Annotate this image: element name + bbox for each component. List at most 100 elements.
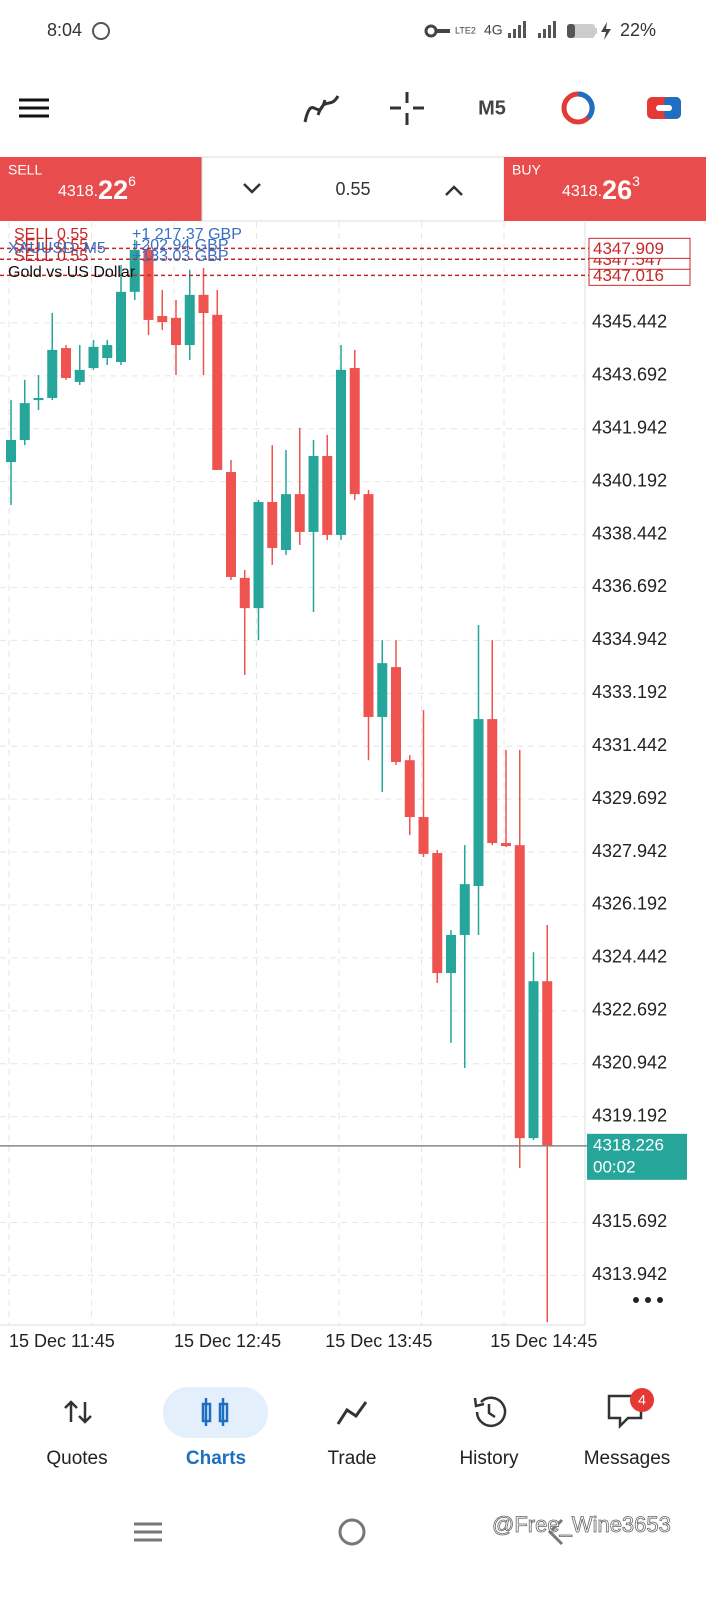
candle-body bbox=[33, 397, 44, 401]
candle-body bbox=[6, 439, 16, 463]
volte: LTE2 bbox=[455, 25, 476, 35]
candle-body bbox=[198, 294, 209, 314]
y-tick-label: 4333.192 bbox=[592, 682, 667, 702]
order-price: 4347.016 bbox=[593, 266, 664, 285]
nav-tab[interactable]: Trade bbox=[328, 1448, 377, 1469]
order-price: 4347.909 bbox=[593, 239, 664, 258]
chart[interactable]: 4345.442 4343.692 4341.942 4340.192 4338.442… bbox=[0, 222, 691, 1351]
candle-body bbox=[528, 981, 539, 1139]
candle-body bbox=[61, 348, 71, 379]
y-tick-label: 4331.442 bbox=[592, 735, 667, 755]
last-price: 4318.226 bbox=[593, 1135, 664, 1154]
candle-body bbox=[349, 368, 360, 495]
x-tick-label: 15 Dec 14:45 bbox=[490, 1331, 597, 1351]
y-tick-label: 4327.942 bbox=[592, 841, 667, 861]
chart-description: Gold vs US Dollar bbox=[8, 264, 136, 281]
candle-body bbox=[322, 456, 333, 535]
y-tick-label: 4336.692 bbox=[592, 576, 667, 596]
order-label: SELL 0.55 bbox=[14, 237, 88, 254]
sell-price: 4318.226 bbox=[58, 173, 136, 205]
x-tick-label: 15 Dec 12:45 bbox=[174, 1331, 281, 1351]
candle-body bbox=[102, 345, 113, 359]
facebook-icon bbox=[92, 22, 110, 40]
candle-body bbox=[446, 934, 456, 974]
crosshair-button[interactable] bbox=[390, 92, 424, 125]
y-tick-label: 4340.192 bbox=[592, 470, 667, 490]
nav-tab[interactable]: Quotes bbox=[46, 1448, 107, 1469]
timeframe-button[interactable]: M5 bbox=[478, 97, 506, 119]
trade-button[interactable] bbox=[647, 97, 681, 119]
candle-body bbox=[473, 719, 484, 886]
last-price-box bbox=[587, 1133, 687, 1180]
candle-body bbox=[391, 667, 401, 763]
order-price-box bbox=[588, 237, 691, 259]
active-tab-pill bbox=[163, 1387, 268, 1438]
candle-body bbox=[88, 346, 99, 369]
messages-badge bbox=[630, 1388, 654, 1412]
candle-body bbox=[294, 494, 305, 532]
candle-body bbox=[377, 663, 388, 717]
sell-button[interactable] bbox=[0, 157, 202, 221]
buy-button[interactable] bbox=[504, 157, 706, 221]
signal-icons bbox=[508, 21, 556, 38]
chart-type-button[interactable] bbox=[561, 91, 595, 125]
home-button[interactable] bbox=[338, 1518, 366, 1546]
menu-button[interactable] bbox=[19, 98, 49, 118]
candle-body bbox=[459, 884, 470, 935]
back-button[interactable] bbox=[547, 1518, 564, 1546]
indicators-button[interactable] bbox=[303, 95, 340, 123]
candle-body bbox=[184, 294, 195, 346]
candle-body bbox=[501, 843, 511, 847]
chart-symbol: XAUUSD, M5 bbox=[8, 240, 106, 257]
volume: 0.55 bbox=[335, 179, 370, 199]
candle-body bbox=[308, 456, 319, 532]
y-tick-label: 4343.692 bbox=[592, 365, 667, 385]
recent-apps-button[interactable] bbox=[134, 1522, 162, 1542]
key-icon bbox=[424, 24, 450, 38]
candle-body bbox=[253, 501, 264, 609]
candle-body bbox=[47, 349, 58, 398]
y-tick-label: 4319.192 bbox=[592, 1105, 667, 1125]
order-label: SELL 0.55 bbox=[14, 248, 88, 265]
quotes-icon bbox=[64, 1400, 92, 1424]
bottom-nav: Quotes Charts Trade History Messages bbox=[46, 1448, 670, 1469]
candle-body bbox=[404, 760, 415, 818]
y-tick-label: 4320.942 bbox=[592, 1052, 667, 1072]
volume-up[interactable] bbox=[445, 185, 463, 196]
y-tick-label: 4341.942 bbox=[592, 418, 667, 438]
order-label: SELL 0.55 bbox=[14, 226, 88, 243]
more-button[interactable] bbox=[633, 1297, 663, 1303]
y-tick-label: 4345.442 bbox=[592, 312, 667, 332]
watermark: @Free_Wine3653 bbox=[492, 1512, 671, 1537]
candle-body bbox=[542, 981, 553, 1146]
candle-body bbox=[239, 577, 250, 609]
y-tick-label: 4315.692 bbox=[592, 1211, 667, 1231]
y-tick-label: 4326.192 bbox=[592, 894, 667, 914]
order-profit: +202.94 GBP bbox=[132, 237, 229, 254]
candle-body bbox=[226, 472, 236, 577]
messages-badge-count: 4 bbox=[638, 1392, 646, 1408]
y-tick-label: 4329.692 bbox=[592, 788, 667, 808]
order-profit: +1 217.37 GBP bbox=[132, 226, 242, 243]
x-tick-label: 15 Dec 13:45 bbox=[325, 1331, 432, 1351]
candle-body bbox=[336, 369, 346, 535]
y-tick-label: 4338.442 bbox=[592, 523, 667, 543]
candle-body bbox=[143, 249, 154, 320]
nav-tab[interactable]: History bbox=[459, 1448, 519, 1469]
candle-body bbox=[514, 845, 525, 1139]
history-icon bbox=[473, 1396, 507, 1428]
countdown: 00:02 bbox=[593, 1157, 636, 1176]
nav-tab[interactable]: Charts bbox=[186, 1448, 246, 1469]
nav-tab[interactable]: Messages bbox=[584, 1448, 671, 1469]
y-tick-label: 4322.692 bbox=[592, 1000, 667, 1020]
volume-down[interactable] bbox=[243, 183, 261, 194]
candle-body bbox=[74, 369, 85, 382]
trade-icon bbox=[336, 1401, 368, 1425]
candle-body bbox=[157, 316, 168, 323]
y-tick-label: 4313.942 bbox=[592, 1264, 667, 1284]
y-tick-label: 4324.442 bbox=[592, 947, 667, 967]
network: 4G bbox=[484, 22, 503, 38]
candle-body bbox=[418, 817, 429, 854]
buy-price: 4318.263 bbox=[562, 173, 640, 205]
